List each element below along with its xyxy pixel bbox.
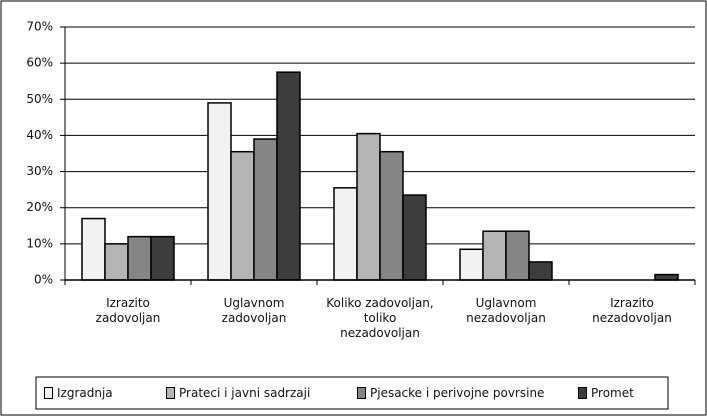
legend-box [35, 376, 669, 410]
legend-label: Promet [591, 386, 634, 400]
bar [459, 248, 484, 281]
y-tick-label: 20% [26, 200, 53, 214]
bar [127, 235, 152, 281]
bar [379, 150, 404, 281]
y-tick-label: 30% [26, 164, 53, 178]
bar [104, 243, 129, 281]
bar [482, 230, 507, 281]
y-tick-label: 10% [26, 236, 53, 250]
legend-item: Prateci i javni sadrzaji [166, 386, 310, 400]
bar [81, 217, 106, 281]
legend-swatch [44, 387, 53, 399]
bar [654, 273, 679, 281]
legend-label: Pjesacke i perivojne povrsine [370, 386, 545, 400]
bar [528, 261, 553, 281]
bar [402, 194, 427, 281]
legend-label: Prateci i javni sadrzaji [179, 386, 311, 400]
y-tick-label: 0% [34, 273, 53, 287]
bar [356, 132, 381, 281]
bar [207, 102, 232, 281]
y-tick-label: 50% [26, 92, 53, 106]
y-tick-label: 60% [26, 56, 53, 70]
x-tick-label: Uglavnom nezadovoljan [466, 296, 546, 325]
bar [150, 235, 175, 281]
legend-label: Izgradnja [57, 386, 113, 400]
legend-swatch [166, 387, 175, 399]
legend-item: Promet [578, 386, 634, 400]
bar [333, 187, 358, 281]
x-tick-label: Izrazito zadovoljan [95, 296, 161, 325]
legend-item: Izgradnja [44, 386, 113, 400]
legend-item: Pjesacke i perivojne povrsine [357, 386, 544, 400]
bar [276, 71, 301, 281]
x-tick-label: Koliko zadovoljan, toliko nezadovoljan [326, 296, 434, 340]
x-tick-label: Uglavnom zadovoljan [221, 296, 287, 325]
bar [505, 230, 530, 281]
legend-swatch [357, 387, 366, 399]
y-tick-label: 70% [26, 20, 53, 34]
bar [253, 138, 278, 281]
bar [230, 150, 255, 281]
y-tick-label: 40% [26, 128, 53, 142]
x-tick-label: Izrazito nezadovoljan [592, 296, 672, 325]
legend-swatch [578, 387, 587, 399]
